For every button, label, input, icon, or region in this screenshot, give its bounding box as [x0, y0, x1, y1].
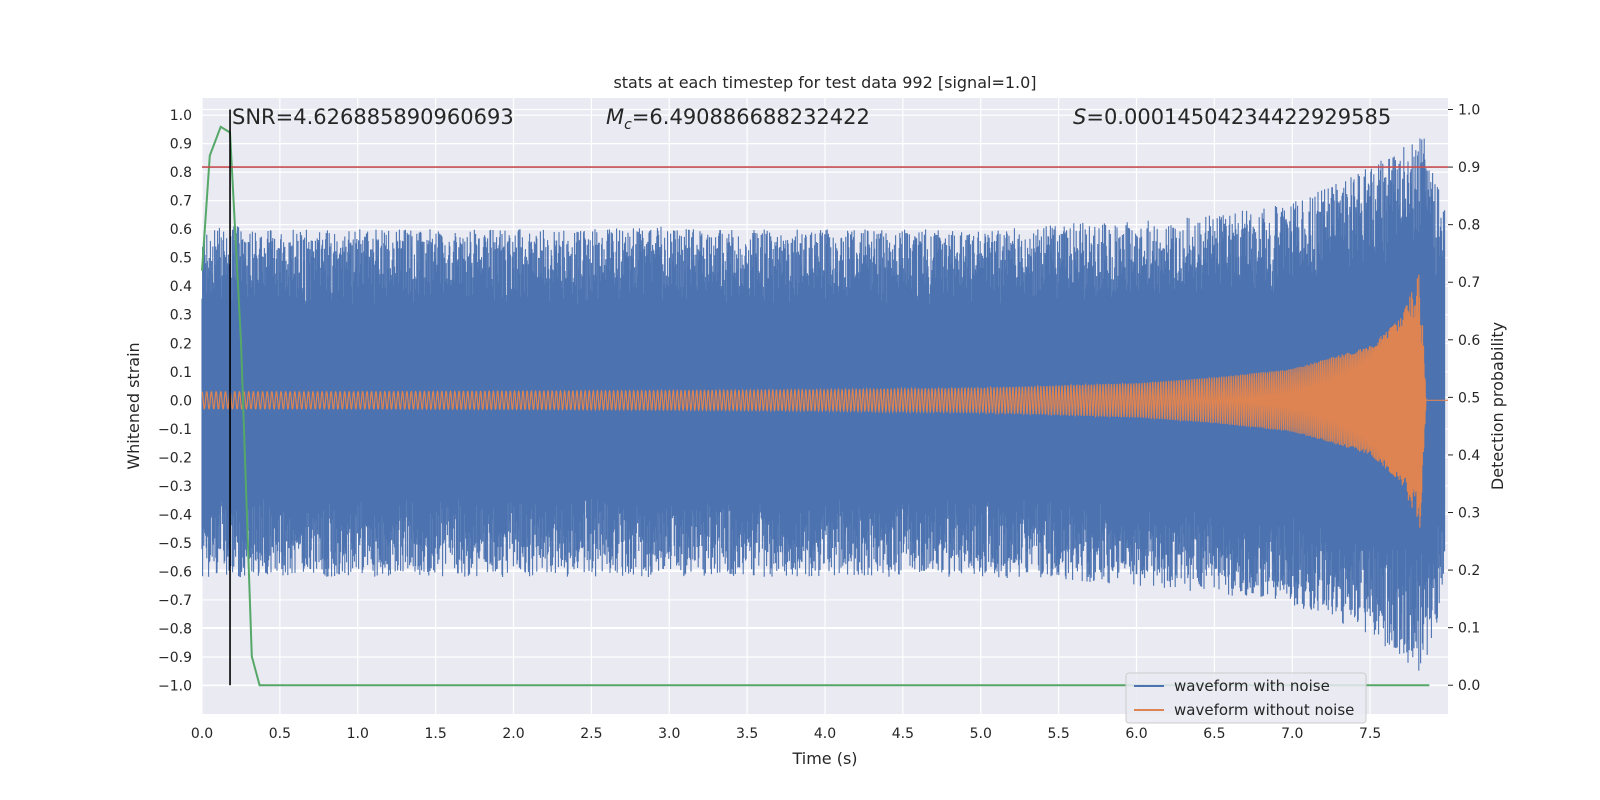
- y-tick-label-left: −0.9: [158, 650, 192, 666]
- chart-title: stats at each timestep for test data 992…: [613, 73, 1036, 92]
- chirp-mass-symbol: M: [606, 105, 624, 129]
- y-tick-label-left: −0.2: [158, 450, 192, 466]
- x-tick-label: 0.5: [269, 726, 291, 742]
- series-waveform-without-noise: [201, 274, 1448, 528]
- y-tick-label-right: 0.5: [1458, 390, 1480, 406]
- y-tick-label-right: 0.2: [1458, 563, 1480, 579]
- y-tick-label-left: −0.6: [158, 564, 192, 580]
- y-tick-label-left: 0.8: [170, 165, 192, 181]
- x-tick-label: 6.5: [1203, 726, 1225, 742]
- x-tick-label: 2.0: [502, 726, 524, 742]
- y-tick-label-left: −0.1: [158, 422, 192, 438]
- detection-probability-line: [201, 125, 1430, 687]
- y-tick-label-right: 0.4: [1458, 448, 1480, 464]
- x-axis-label: Time (s): [791, 749, 857, 768]
- y-tick-label-left: 0.0: [170, 393, 192, 409]
- legend-label-clean: waveform without noise: [1174, 701, 1354, 719]
- x-tick-label: 3.5: [736, 726, 758, 742]
- x-tick-label: 7.5: [1359, 726, 1381, 742]
- y-tick-label-right: 0.0: [1458, 678, 1480, 694]
- y-tick-label-right: 0.3: [1458, 506, 1480, 522]
- y-tick-label-left: 0.3: [170, 308, 192, 324]
- y-tick-label-left: −0.7: [158, 593, 192, 609]
- y-tick-label-left: 0.5: [170, 251, 192, 267]
- series-detection-probability: [201, 125, 1430, 687]
- y-tick-label-right: 1.0: [1458, 103, 1480, 119]
- x-tick-label: 5.0: [970, 726, 992, 742]
- y-tick-label-left: −0.3: [158, 479, 192, 495]
- y-tick-label-left: −0.4: [158, 507, 192, 523]
- snr-annotation: SNR=4.626885890960693: [232, 105, 514, 129]
- s-annotation: S=0.00014504234422929585: [1073, 105, 1391, 129]
- y-tick-label-left: 1.0: [170, 108, 192, 124]
- y-tick-label-left: 0.4: [170, 279, 192, 295]
- x-tick-label: 6.0: [1125, 726, 1147, 742]
- s-value: =0.00014504234422929585: [1086, 105, 1391, 129]
- legend-box: [1125, 672, 1367, 724]
- chirp-mass-subscript: c: [624, 117, 632, 133]
- y-axis-label-right: Detection probability: [1488, 322, 1507, 490]
- y-tick-label-right: 0.6: [1458, 333, 1480, 349]
- x-tick-label: 1.5: [424, 726, 446, 742]
- x-tick-label: 5.5: [1047, 726, 1069, 742]
- s-symbol: S: [1073, 105, 1086, 129]
- y-tick-label-left: −1.0: [158, 678, 192, 694]
- y-tick-label-left: 0.7: [170, 194, 192, 210]
- legend-label-noise: waveform with noise: [1174, 677, 1330, 695]
- x-tick-label: 3.0: [658, 726, 680, 742]
- legend: waveform with noise waveform without noi…: [1125, 672, 1367, 724]
- y-tick-label-right: 0.1: [1458, 621, 1480, 637]
- y-tick-label-left: 0.1: [170, 365, 192, 381]
- chirp-mass-annotation: Mc=6.490886688232422: [606, 105, 870, 133]
- x-tick-label: 1.0: [347, 726, 369, 742]
- x-tick-label: 0.0: [191, 726, 213, 742]
- x-tick-label: 4.0: [814, 726, 836, 742]
- y-axis-label-left: Whitened strain: [124, 342, 143, 469]
- x-tick-label: 2.5: [580, 726, 602, 742]
- x-tick-label: 7.0: [1281, 726, 1303, 742]
- tick-labels: 0.0 0.5 1.0 1.5 2.0 2.5 3.0 3.5 4.0 4.5 5.0 5.5 6.0 6…: [158, 103, 1480, 742]
- clean-waveform-line: [201, 274, 1448, 528]
- y-tick-label-left: 0.9: [170, 137, 192, 153]
- y-tick-label-right: 0.8: [1458, 218, 1480, 234]
- y-tick-label-left: 0.2: [170, 336, 192, 352]
- y-tick-label-left: −0.5: [158, 536, 192, 552]
- y-tick-label-left: −0.8: [158, 621, 192, 637]
- reference-lines: [202, 109, 1448, 686]
- y-tick-label-left: 0.6: [170, 222, 192, 238]
- chirp-mass-value: =6.490886688232422: [632, 105, 870, 129]
- y-tick-label-right: 0.7: [1458, 275, 1480, 291]
- y-tick-label-right: 0.9: [1458, 160, 1480, 176]
- x-tick-label: 4.5: [892, 726, 914, 742]
